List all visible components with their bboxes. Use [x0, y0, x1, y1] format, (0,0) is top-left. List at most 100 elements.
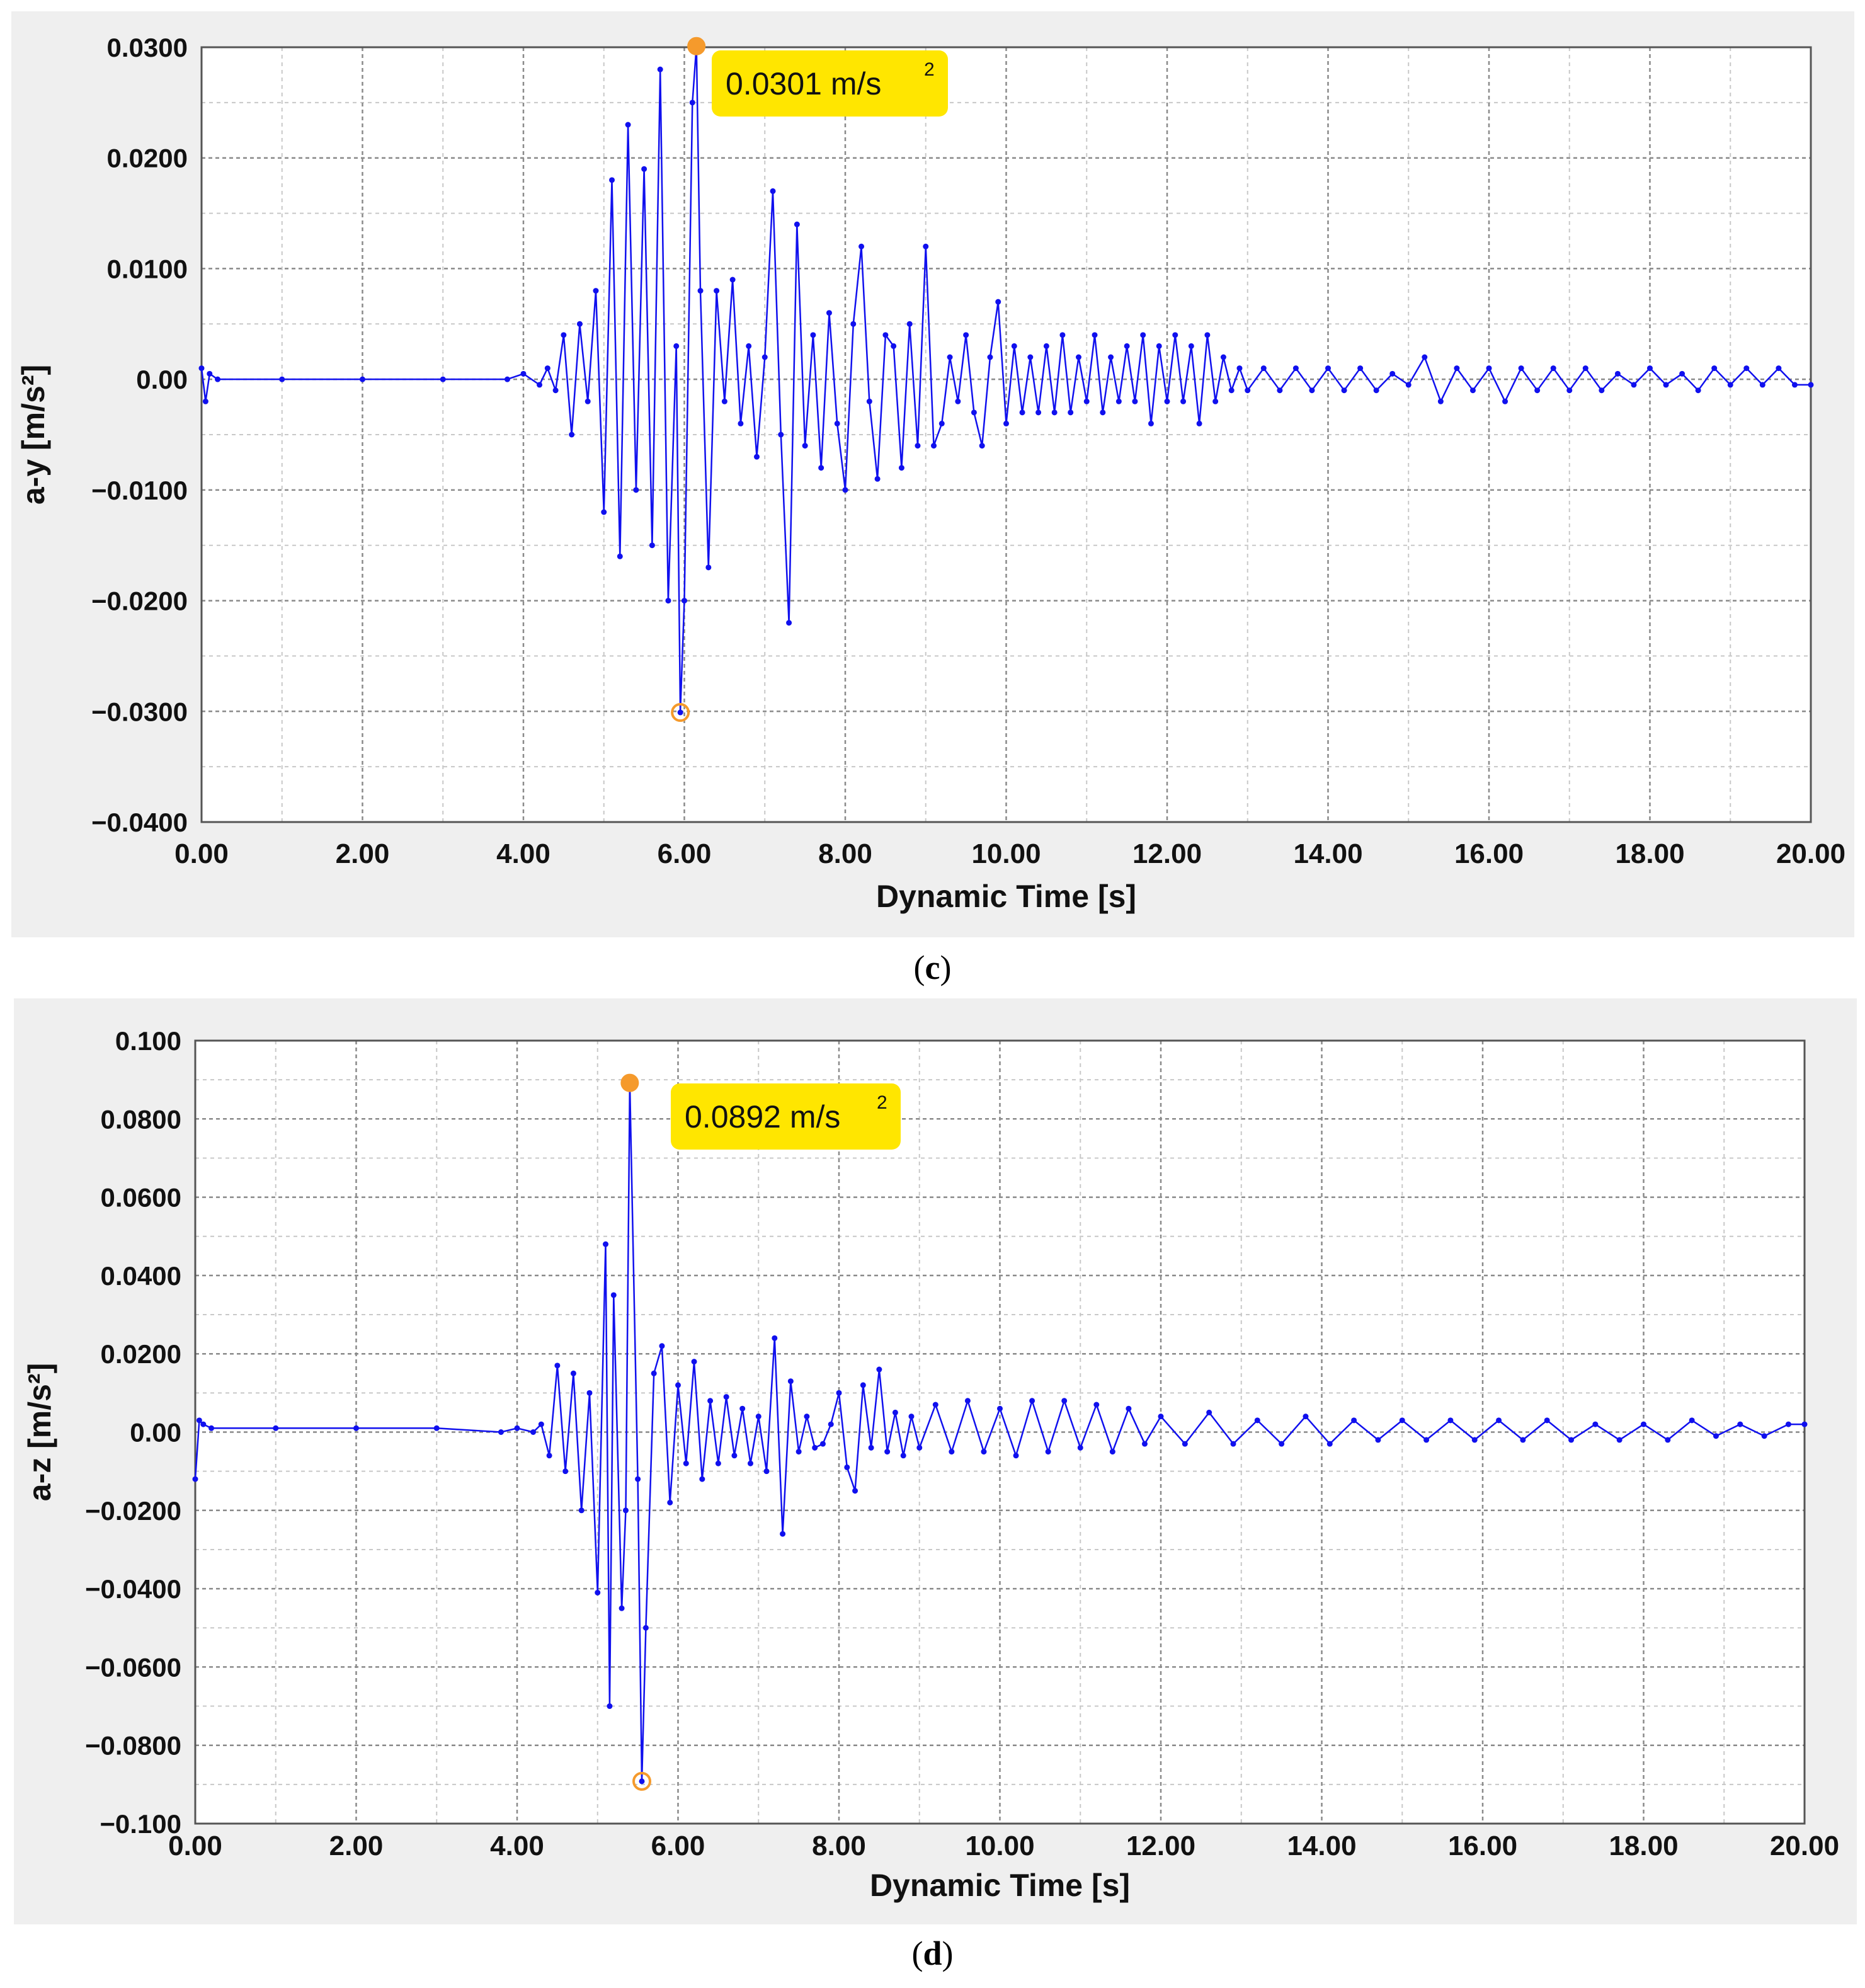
y-tick-label: 0.0200 — [101, 1339, 181, 1369]
data-point — [947, 354, 953, 360]
data-point — [819, 1441, 826, 1447]
data-point — [607, 1703, 613, 1710]
data-point — [1077, 1444, 1083, 1451]
data-point — [1689, 1417, 1695, 1424]
data-point — [1743, 365, 1750, 372]
data-point — [1679, 370, 1685, 377]
data-point — [576, 321, 583, 327]
data-point — [1182, 1441, 1188, 1447]
data-point — [619, 1605, 625, 1611]
peak-marker — [620, 1073, 639, 1092]
y-tick-label: 0.0400 — [101, 1261, 181, 1291]
data-point — [836, 1390, 842, 1396]
data-point — [860, 1382, 866, 1388]
data-point — [842, 487, 848, 493]
data-point — [753, 454, 760, 460]
data-point — [1196, 420, 1202, 426]
data-point — [1351, 1417, 1357, 1424]
data-point — [208, 1425, 215, 1431]
data-point — [1277, 387, 1283, 394]
data-point — [1303, 1414, 1309, 1420]
data-point — [433, 1425, 440, 1431]
data-point — [932, 1402, 938, 1408]
data-point — [916, 1444, 923, 1451]
data-point — [1641, 1421, 1646, 1427]
data-point — [699, 1476, 705, 1482]
data-point — [639, 1778, 645, 1785]
data-point — [440, 376, 446, 382]
peak-callout-text: 0.0301 m/s — [726, 66, 881, 101]
data-point — [1051, 409, 1058, 416]
data-point — [1711, 365, 1718, 372]
y-tick-label: −0.0200 — [85, 1496, 181, 1526]
data-point — [1309, 387, 1315, 394]
data-point — [1759, 382, 1765, 388]
data-point — [1164, 398, 1170, 404]
data-point — [1148, 420, 1154, 426]
x-tick-label: 8.00 — [818, 838, 872, 869]
y-tick-label: 0.0100 — [107, 254, 188, 283]
data-point — [884, 1449, 891, 1455]
y-axis-title: a-y [m/s²] — [16, 365, 51, 505]
y-tick-label: −0.0200 — [91, 586, 188, 616]
data-point — [1061, 1398, 1068, 1404]
data-point — [1544, 1417, 1550, 1424]
data-point — [200, 1421, 207, 1427]
data-point — [1132, 398, 1138, 404]
data-point — [1254, 1417, 1260, 1424]
chart-panel-d: 0.00 2.00 4.00 6.00 8.00 10.00 12.00 14.00 16.00… — [14, 998, 1857, 1924]
y-tick-label: 0.0300 — [107, 33, 188, 62]
data-point — [1093, 1402, 1100, 1408]
data-point — [562, 1468, 569, 1475]
data-point — [1437, 398, 1444, 404]
data-point — [1447, 1417, 1454, 1424]
panel-letter-c: c — [925, 949, 940, 986]
data-point — [1115, 398, 1122, 404]
data-point — [1279, 1441, 1285, 1447]
data-point — [1341, 387, 1347, 394]
data-point — [1471, 1437, 1478, 1443]
y-tick-label: 0.100 — [115, 1026, 181, 1056]
data-point — [731, 1453, 738, 1459]
data-point — [738, 420, 744, 426]
y-tick-label: −0.100 — [100, 1809, 181, 1839]
data-point — [603, 1241, 609, 1247]
x-axis-title: Dynamic Time [s] — [870, 1868, 1130, 1903]
data-point — [569, 431, 575, 438]
x-tick-label: 20.00 — [1770, 1831, 1839, 1861]
peak-callout-superscript: 2 — [924, 59, 935, 80]
data-point — [1647, 365, 1653, 372]
data-point — [649, 542, 655, 549]
data-point — [1158, 1414, 1164, 1420]
data-point — [1801, 1421, 1808, 1427]
data-point — [1592, 1421, 1599, 1427]
data-point — [570, 1370, 576, 1376]
data-point — [1059, 332, 1066, 338]
data-point — [1566, 387, 1573, 394]
data-point — [979, 443, 985, 449]
data-point — [1486, 365, 1492, 372]
peak-callout-box — [712, 50, 948, 117]
data-point — [1220, 354, 1226, 360]
data-point — [747, 1460, 753, 1466]
x-tick-label: 16.00 — [1454, 838, 1524, 869]
data-point — [1126, 1405, 1132, 1412]
data-point — [586, 1390, 593, 1396]
data-point — [1423, 1437, 1430, 1443]
data-point — [1469, 387, 1476, 394]
y-tick-label: −0.0400 — [85, 1574, 181, 1604]
y-axis-title: a-z [m/s²] — [22, 1363, 57, 1501]
data-point — [778, 431, 784, 438]
x-tick-label: 12.00 — [1126, 1831, 1195, 1861]
x-tick-label: 2.00 — [336, 838, 390, 869]
chart-panel-c: 0.00 2.00 4.00 6.00 8.00 10.00 12.00 14.00 16.00… — [11, 11, 1854, 937]
peak-callout-superscript: 2 — [877, 1092, 887, 1113]
data-point — [1616, 1437, 1623, 1443]
data-point — [1375, 1437, 1381, 1443]
x-tick-label: 18.00 — [1615, 838, 1684, 869]
data-point — [761, 354, 768, 360]
peak-callout-box — [671, 1083, 901, 1150]
x-tick-label: 10.00 — [965, 1831, 1034, 1861]
data-point — [1029, 1398, 1035, 1404]
data-point — [1325, 365, 1331, 372]
